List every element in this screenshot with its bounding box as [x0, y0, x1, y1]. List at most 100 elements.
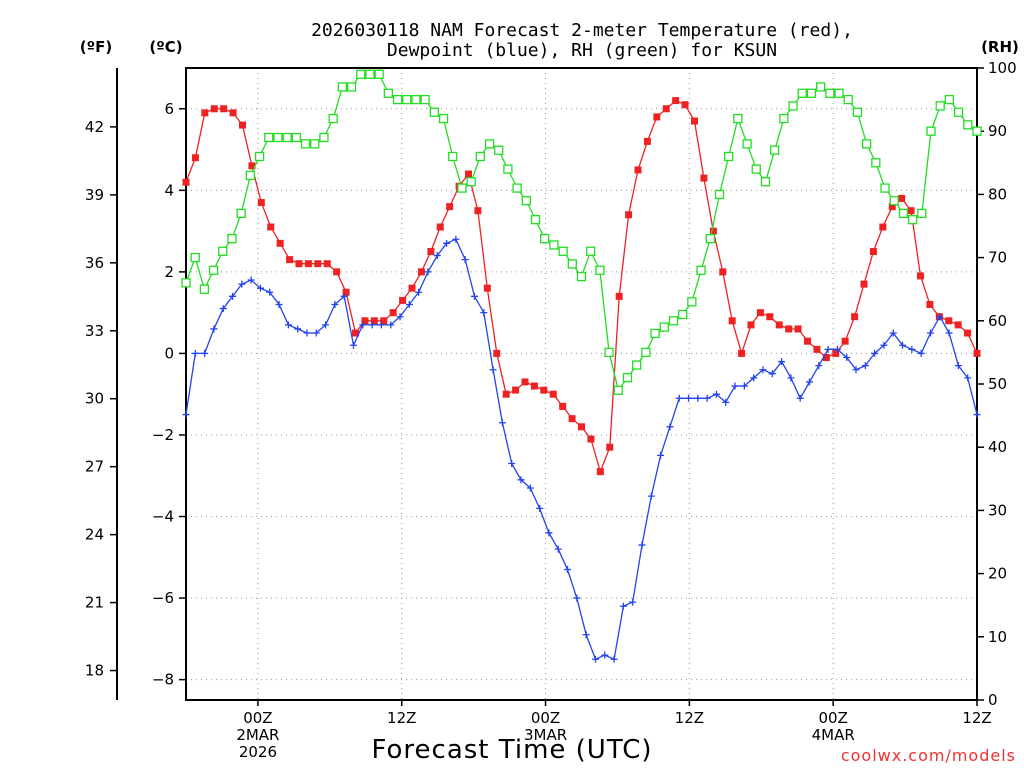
rh-point: [678, 309, 688, 320]
dewpoint-point: [899, 341, 907, 349]
temperature-point: [559, 402, 567, 410]
rh-point: [825, 88, 835, 98]
dewpoint-point: [666, 423, 674, 431]
axes: [110, 67, 984, 706]
rh-tick-label: 40: [988, 438, 1007, 456]
rh-point: [760, 177, 771, 187]
dewpoint-point: [778, 358, 786, 366]
dewpoint-point: [852, 366, 860, 374]
chart-title-line2: Dewpoint (blue), RH (green) for KSUN: [387, 40, 777, 61]
temperature-point: [540, 386, 548, 394]
dewpoint-point: [545, 529, 553, 537]
dewpoint-point: [508, 460, 516, 468]
dewpoint-point: [331, 300, 339, 308]
temperature-point: [568, 415, 576, 423]
dewpoint-point: [415, 288, 423, 296]
rh-point: [815, 82, 826, 92]
temperature-point: [625, 211, 633, 219]
dewpoint-point: [461, 256, 469, 264]
rh-point: [227, 233, 237, 244]
dewpoint-point: [322, 321, 330, 329]
rh-point: [604, 347, 614, 358]
temperature-point: [446, 203, 454, 211]
temperature-point: [370, 317, 378, 325]
temperature-point: [841, 337, 849, 345]
credit-text: coolwx.com/models: [841, 746, 1016, 765]
rh-point: [687, 297, 697, 307]
temperature-point: [512, 386, 520, 394]
temperature-point: [210, 105, 218, 113]
temperature-point: [832, 349, 840, 357]
rh-point: [558, 246, 568, 256]
dewpoint-point: [433, 252, 441, 260]
rh-point: [300, 139, 311, 149]
dewpoint-point: [722, 398, 730, 406]
dewpoint-point: [768, 370, 776, 378]
dewpoint-point: [871, 349, 879, 357]
x-tick-label: 00Z: [818, 709, 847, 727]
rh-point: [944, 94, 955, 105]
rh-point: [282, 132, 292, 143]
temperature-point: [888, 203, 896, 211]
rh-point: [346, 82, 357, 92]
temperature-point: [220, 105, 228, 113]
dewpoint-point: [564, 566, 572, 574]
rh-point: [291, 132, 302, 143]
temperature-point: [634, 166, 642, 174]
rh-tick-label: 100: [988, 59, 1017, 77]
x-tick-label: 12Z: [387, 709, 416, 727]
temperature-point: [738, 349, 746, 357]
temperature-point: [813, 345, 821, 353]
temperature-point: [417, 268, 425, 276]
x-axis-label: Forecast Time (UTC): [371, 735, 652, 765]
celsius-tick-label: 2: [164, 263, 174, 281]
temperature-point: [474, 207, 482, 215]
rh-tick-label: 60: [988, 312, 1007, 330]
dewpoint-point: [340, 292, 348, 300]
dewpoint-point: [591, 655, 599, 663]
dewpoint-point: [601, 651, 609, 659]
temperature-point: [352, 329, 359, 337]
dewpoint-point: [210, 325, 218, 333]
rh-point: [383, 88, 393, 98]
rh-point: [310, 139, 320, 149]
dewpoint-point: [712, 390, 720, 398]
dewpoint-point: [526, 484, 534, 492]
dewpoint-point: [489, 366, 497, 374]
rh-point: [963, 120, 973, 130]
temperature-point: [295, 260, 303, 268]
temperature-point: [380, 317, 388, 325]
fahrenheit-unit-label: (ºF): [80, 38, 112, 56]
rh-point: [356, 69, 366, 79]
dewpoint-point: [582, 631, 590, 639]
rh-point: [494, 145, 504, 155]
dewpoint-point: [377, 321, 385, 329]
rh-point: [273, 132, 283, 143]
temperature-point: [182, 178, 190, 186]
rh-point: [576, 271, 587, 282]
rh-point: [540, 233, 550, 244]
temperature-point: [502, 390, 510, 398]
temperature-point: [465, 170, 472, 178]
dewpoint-point: [964, 374, 972, 382]
rh-point: [328, 113, 338, 124]
rh-point: [374, 69, 384, 79]
rh-point: [751, 164, 761, 174]
rh-point: [512, 183, 522, 193]
temperature-point: [229, 109, 237, 117]
temperature-point: [954, 321, 962, 329]
temperature-point: [973, 349, 981, 357]
temperature-point: [794, 325, 802, 333]
dewpoint-point: [973, 411, 981, 419]
series-dewpoint: [182, 235, 981, 663]
dewpoint-point: [238, 280, 246, 288]
rh-point: [871, 158, 881, 168]
rh-point: [475, 151, 485, 162]
dewpoint-point: [610, 655, 618, 663]
x-tick-label: 00Z: [531, 709, 560, 727]
dewpoint-point: [191, 349, 199, 357]
temperature-point: [191, 154, 199, 162]
rh-point: [705, 233, 715, 244]
dewpoint-point: [694, 394, 702, 402]
dewpoint-point: [629, 598, 637, 606]
